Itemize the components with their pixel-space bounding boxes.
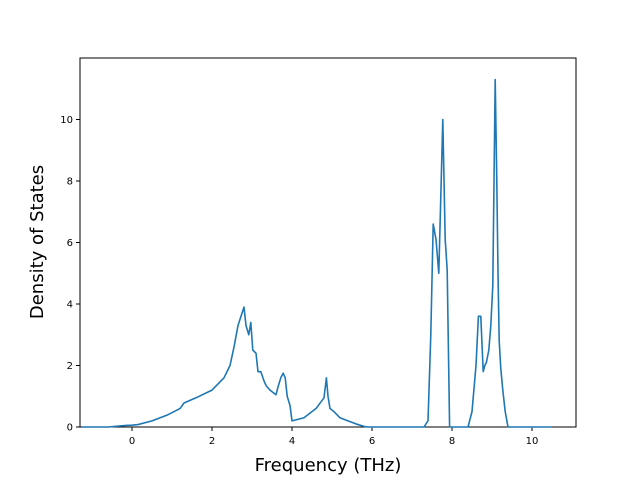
series-layer — [82, 78, 552, 428]
x-tick-label: 8 — [449, 436, 455, 447]
dos-series-line — [82, 78, 552, 428]
y-tick-label: 0 — [67, 423, 73, 434]
y-tick-label: 2 — [67, 361, 73, 372]
y-axis-label: Density of States — [27, 165, 48, 319]
y-tick-label: 8 — [67, 177, 73, 188]
x-tick-label: 0 — [129, 436, 135, 447]
x-axis-label: Frequency (THz) — [255, 455, 402, 476]
x-tick-label: 10 — [526, 436, 539, 447]
y-tick-label: 6 — [67, 238, 73, 249]
x-tick-label: 4 — [289, 436, 295, 447]
x-tick-label: 2 — [209, 436, 215, 447]
y-tick-label: 4 — [67, 300, 73, 311]
x-tick-label: 6 — [369, 436, 375, 447]
y-tick-label: 10 — [60, 115, 73, 126]
